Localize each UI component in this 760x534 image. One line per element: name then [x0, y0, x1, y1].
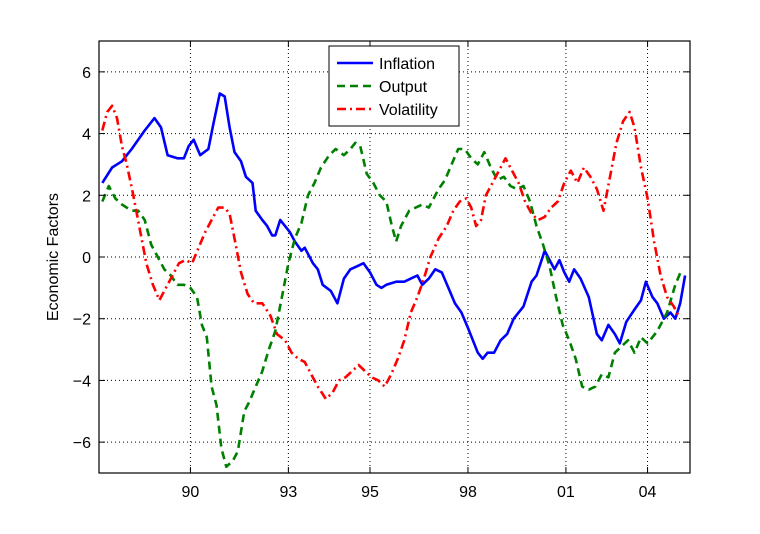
y-tick-label: 0	[82, 250, 91, 267]
legend-label-output: Output	[379, 79, 428, 96]
y-axis-label: Economic Factors	[45, 193, 62, 321]
y-tick-label: −6	[73, 435, 91, 452]
y-tick-label: −4	[73, 373, 91, 390]
series-line-output	[101, 141, 683, 469]
legend: Inflation Output Volatility	[328, 45, 460, 127]
axis-ticks: −6 −4 −2 0 2 4 6 90 93 95 98 01 04	[73, 41, 690, 501]
y-tick-label: 6	[82, 65, 91, 82]
series-lines	[101, 92, 687, 469]
x-tick-label: 95	[361, 484, 379, 501]
legend-label-volatility: Volatility	[379, 102, 438, 119]
series-line-inflation	[101, 92, 687, 361]
x-tick-label: 98	[459, 484, 477, 501]
x-tick-label: 90	[182, 484, 200, 501]
y-tick-label: −2	[73, 312, 91, 329]
y-tick-label: 2	[82, 188, 91, 205]
legend-label-inflation: Inflation	[379, 56, 435, 73]
x-tick-label: 93	[279, 484, 297, 501]
y-tick-label: 4	[82, 127, 91, 144]
x-tick-label: 01	[557, 484, 575, 501]
x-tick-label: 04	[639, 484, 657, 501]
grid-lines	[99, 41, 690, 473]
